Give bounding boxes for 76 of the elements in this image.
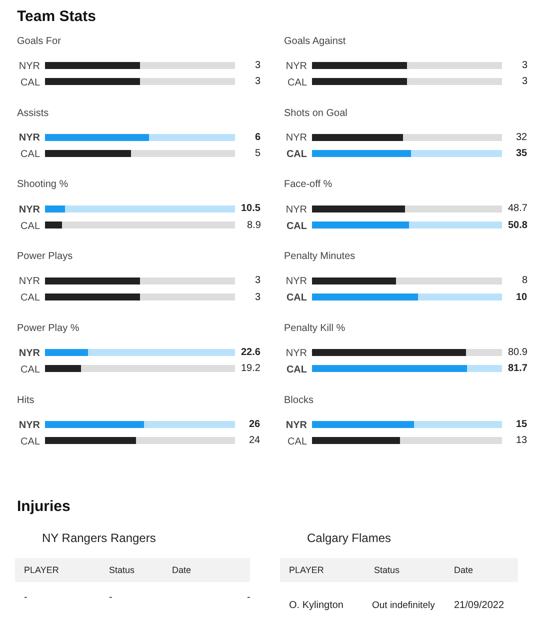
y-tick-label: NYR (18, 420, 41, 431)
data-label: 81.7 (508, 363, 528, 374)
data-label: 6 (255, 132, 261, 143)
text: - (109, 592, 112, 603)
y-tick-label: NYR (286, 132, 307, 144)
y-tick-label: NYR (18, 276, 40, 288)
y-tick-label: CAL (20, 220, 40, 232)
data-label: 80.9 (508, 347, 528, 358)
data-label: 13 (516, 435, 528, 446)
data-label: 32 (516, 132, 528, 143)
text: O. Kylington (289, 600, 344, 611)
chart-title: Hits (17, 395, 34, 406)
chart-title: Power Plays (17, 251, 73, 262)
data-label: 3 (255, 76, 261, 87)
chart-title: Power Play % (17, 323, 80, 334)
chart-title: Shooting % (17, 179, 68, 190)
data-label: 5 (255, 148, 261, 159)
y-tick-label: NYR (18, 204, 41, 216)
text: Date (172, 565, 192, 575)
y-tick-label: CAL (286, 292, 307, 304)
chart-title: Penalty Kill % (284, 323, 346, 334)
text: 21/09/2022 (454, 600, 504, 611)
text: Date (454, 565, 474, 575)
chart-title: Assists (17, 108, 49, 119)
data-label: 3 (522, 60, 528, 71)
data-label: 8.9 (247, 220, 262, 231)
y-tick-label: CAL (20, 292, 40, 304)
y-tick-label: CAL (20, 364, 40, 376)
data-label: 8 (522, 275, 528, 286)
text: - (24, 592, 28, 603)
data-label: 3 (255, 275, 261, 286)
data-label: 26 (249, 419, 261, 430)
data-label: 10 (516, 292, 528, 303)
chart-title: Penalty Minutes (284, 251, 356, 262)
y-tick-label: NYR (286, 204, 307, 216)
text: Status (109, 565, 136, 575)
chart-title: Face-off % (284, 179, 332, 190)
y-tick-label: NYR (286, 276, 307, 288)
data-label: 22.6 (241, 347, 261, 358)
chart-title: Shots on Goal (284, 108, 348, 119)
chart-title: Goals For (17, 36, 62, 47)
text: Injuries (17, 498, 70, 515)
y-tick-label: NYR (286, 60, 307, 72)
data-label: 3 (255, 60, 261, 71)
text: Team Stats (17, 8, 96, 25)
y-tick-label: CAL (20, 436, 40, 448)
y-tick-label: CAL (288, 436, 308, 448)
data-label: 10.5 (241, 203, 261, 214)
text: Calgary Flames (307, 531, 392, 545)
y-tick-label: CAL (288, 77, 308, 88)
data-label: 15 (516, 419, 528, 430)
text: PLAYER (289, 565, 324, 575)
data-label: 19.2 (241, 363, 261, 374)
data-label: 24 (249, 435, 261, 446)
text: PLAYER (24, 565, 60, 575)
data-label: 3 (522, 76, 528, 87)
y-tick-label: NYR (286, 348, 307, 359)
y-tick-label: NYR (18, 132, 41, 144)
y-tick-label: NYR (286, 420, 308, 431)
y-tick-label: NYR (18, 348, 41, 359)
data-label: 3 (255, 292, 261, 303)
text: NY Rangers Rangers (42, 531, 156, 545)
data-label: 48.7 (508, 203, 528, 214)
text: - (247, 592, 250, 603)
chart-title: Goals Against (284, 36, 346, 47)
data-label: 50.8 (508, 220, 528, 231)
y-tick-label: CAL (286, 149, 307, 160)
y-tick-label: CAL (20, 149, 40, 160)
data-label: 35 (516, 148, 528, 159)
y-tick-label: CAL (286, 220, 307, 232)
text: Status (374, 565, 400, 575)
y-tick-label: NYR (18, 60, 40, 72)
text: Out indefinitely (372, 600, 436, 611)
y-tick-label: CAL (286, 364, 307, 376)
y-tick-label: CAL (20, 77, 40, 88)
chart-title: Blocks (284, 395, 314, 406)
